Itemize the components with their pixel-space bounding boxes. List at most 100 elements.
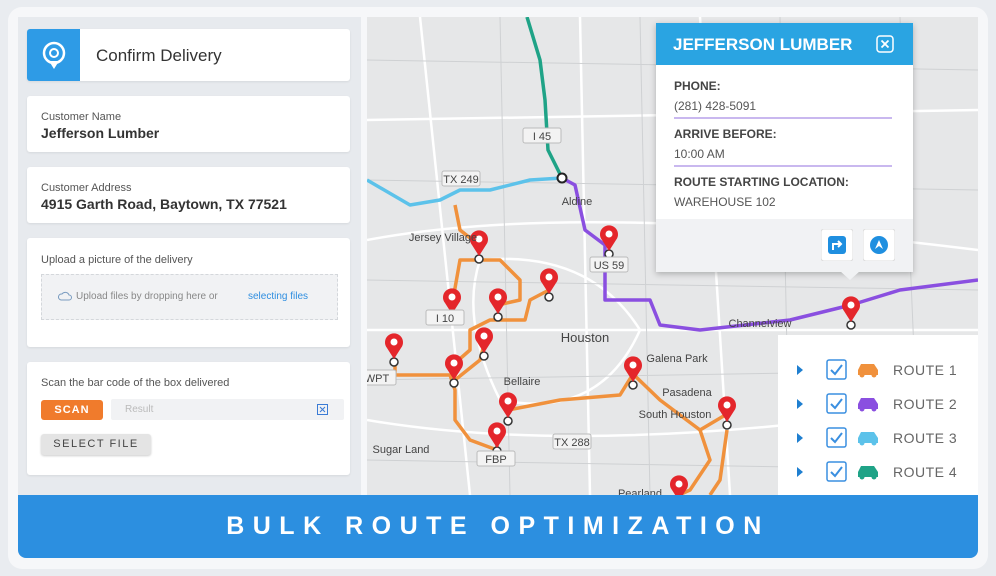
check bbox=[830, 432, 843, 444]
pin-dot bbox=[480, 332, 488, 340]
pin-dot bbox=[448, 293, 456, 301]
map-label: I 10 bbox=[436, 313, 454, 325]
legend-row[interactable]: ROUTE 1 bbox=[778, 359, 978, 381]
field-label: Upload a picture of the delivery bbox=[41, 254, 193, 266]
map-label: TX 288 bbox=[554, 437, 589, 449]
map-label: Houston bbox=[561, 330, 609, 345]
pin-dot bbox=[390, 338, 398, 346]
dropzone[interactable]: Upload files by dropping here or selecti… bbox=[41, 274, 338, 320]
pin bbox=[600, 225, 619, 251]
popup-field: ARRIVE BEFORE: 10:00 AM bbox=[674, 121, 892, 167]
route-line bbox=[452, 288, 550, 366]
pin-dot bbox=[504, 397, 512, 405]
pin-base bbox=[846, 320, 856, 330]
location-popup: JEFFERSON LUMBER PHONE: (281) 428-5091 AR… bbox=[656, 23, 913, 272]
pin-base bbox=[493, 312, 503, 322]
wheel bbox=[871, 474, 877, 480]
shield bbox=[476, 450, 516, 467]
legend-row[interactable]: ROUTE 2 bbox=[778, 393, 978, 415]
scan-button[interactable]: SCAN bbox=[41, 400, 103, 420]
route-name: ROUTE 4 bbox=[893, 464, 958, 480]
map-labels: TX 249 I 45 Jersey Village Aldine US 59 I 10 H… bbox=[367, 127, 792, 495]
header-card: Confirm Delivery bbox=[27, 29, 350, 81]
address-card: Customer Address 4915 Garth Road, Baytow… bbox=[27, 167, 350, 223]
pin-dot bbox=[475, 235, 483, 243]
clear-icon[interactable] bbox=[317, 404, 328, 415]
map-label: I 45 bbox=[533, 131, 551, 143]
legend-icons bbox=[797, 427, 878, 448]
pin-base bbox=[449, 378, 459, 388]
pin-base bbox=[479, 351, 489, 361]
hub bbox=[556, 172, 568, 184]
popup-footer bbox=[656, 219, 913, 272]
pin bbox=[488, 422, 506, 448]
route-legend: ROUTE 1 ROUTE 2 ROUTE 3 ROUTE 4 bbox=[778, 335, 978, 495]
close-button[interactable] bbox=[876, 35, 894, 53]
popup-field-value: 10:00 AM bbox=[674, 147, 725, 161]
popup-field-label: ARRIVE BEFORE: bbox=[674, 127, 777, 141]
popup-field-label: PHONE: bbox=[674, 79, 721, 93]
map-label: US 59 bbox=[594, 260, 625, 272]
expand-arrow bbox=[797, 399, 803, 409]
route-line bbox=[367, 176, 563, 207]
checkbox bbox=[826, 427, 847, 448]
popup-pointer bbox=[840, 271, 860, 280]
pin-dot bbox=[723, 401, 731, 409]
pin bbox=[489, 288, 507, 314]
checkbox bbox=[826, 393, 847, 414]
directions-button[interactable] bbox=[821, 229, 853, 261]
banner-title: BULK ROUTE OPTIMIZATION bbox=[226, 512, 770, 540]
icon bbox=[42, 41, 66, 69]
pin bbox=[499, 392, 517, 418]
car-icon bbox=[858, 364, 878, 375]
app-icon bbox=[27, 29, 80, 81]
wheel bbox=[859, 406, 865, 412]
map-label: Pearland bbox=[618, 488, 662, 495]
route-line bbox=[525, 17, 564, 179]
pin-base bbox=[474, 254, 484, 264]
route-name: ROUTE 1 bbox=[893, 362, 958, 378]
map-label: Bellaire bbox=[504, 376, 541, 388]
file-button[interactable]: SELECT FILE bbox=[41, 434, 151, 455]
wheel bbox=[859, 440, 865, 446]
route-line bbox=[450, 258, 522, 307]
result-input[interactable]: Result bbox=[111, 399, 344, 420]
map-label: Galena Park bbox=[646, 353, 708, 365]
popup-field-value: WAREHOUSE 102 bbox=[674, 195, 776, 209]
checkbox bbox=[826, 461, 847, 482]
pin-base bbox=[544, 292, 554, 302]
map-label: Sugar Land bbox=[373, 444, 430, 456]
pin-base bbox=[503, 416, 513, 426]
shield bbox=[552, 433, 592, 450]
route-line bbox=[631, 372, 728, 432]
check bbox=[830, 398, 843, 410]
field-value: Jefferson Lumber bbox=[41, 125, 160, 141]
pin bbox=[475, 327, 494, 353]
check bbox=[830, 466, 843, 478]
field-label: Scan the bar code of the box delivered bbox=[41, 377, 230, 389]
field-value: 4915 Garth Road, Baytown, TX 77521 bbox=[41, 196, 287, 212]
pin bbox=[842, 296, 860, 322]
shield bbox=[367, 369, 397, 386]
route-line bbox=[708, 429, 729, 495]
scan-card: Scan the bar code of the box delivered S… bbox=[27, 362, 350, 475]
car-icon bbox=[858, 466, 878, 477]
legend-icons bbox=[797, 359, 878, 380]
pin bbox=[623, 356, 642, 382]
pin-dot bbox=[494, 293, 502, 301]
header-title: Confirm Delivery bbox=[96, 46, 222, 65]
expand-arrow bbox=[797, 467, 803, 477]
pin-base bbox=[389, 357, 399, 367]
legend-row[interactable]: ROUTE 3 bbox=[778, 427, 978, 449]
name-card: Customer Name Jefferson Lumber bbox=[27, 96, 350, 152]
shield bbox=[522, 127, 562, 144]
map-label: TX 249 bbox=[443, 174, 478, 186]
map-label: Aldine bbox=[562, 196, 593, 208]
car-icon bbox=[858, 398, 878, 409]
map-label: Pasadena bbox=[662, 387, 712, 399]
navigate-button[interactable] bbox=[863, 229, 895, 261]
route-line bbox=[507, 373, 635, 412]
select-link[interactable]: selecting files bbox=[248, 291, 309, 302]
route-name: ROUTE 3 bbox=[893, 430, 958, 446]
legend-row[interactable]: ROUTE 4 bbox=[778, 461, 978, 483]
